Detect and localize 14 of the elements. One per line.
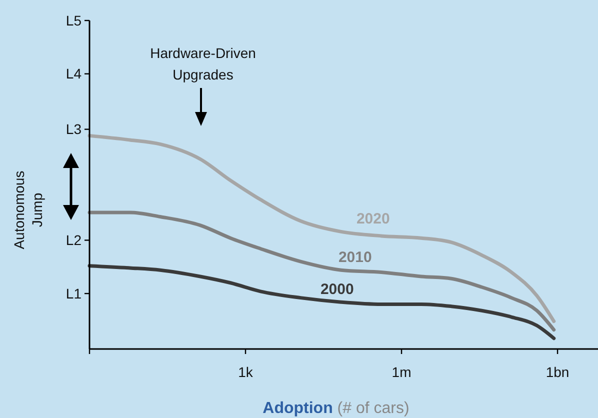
ref-line-label: L3 [66,121,82,138]
y-axis-title: Autonomous Jump [11,170,46,250]
ref-line-label: L5 [66,12,82,28]
ref-line-label: L2 [66,232,82,248]
ref-line-label: L1 [66,285,82,302]
series-label: 2010 [338,249,372,266]
ref-line-label: L4 [66,66,82,82]
x-tick-label: 1k [238,364,254,380]
x-axis-title: Adoption (# of cars) [262,400,410,417]
x-tick-label: 1bn [546,364,570,380]
x-tick-label: 1m [392,364,412,380]
text: Hardware-Driven Upgrades [150,45,256,83]
series-label: 2000 [320,281,354,298]
series-label: 2020 [356,210,390,228]
